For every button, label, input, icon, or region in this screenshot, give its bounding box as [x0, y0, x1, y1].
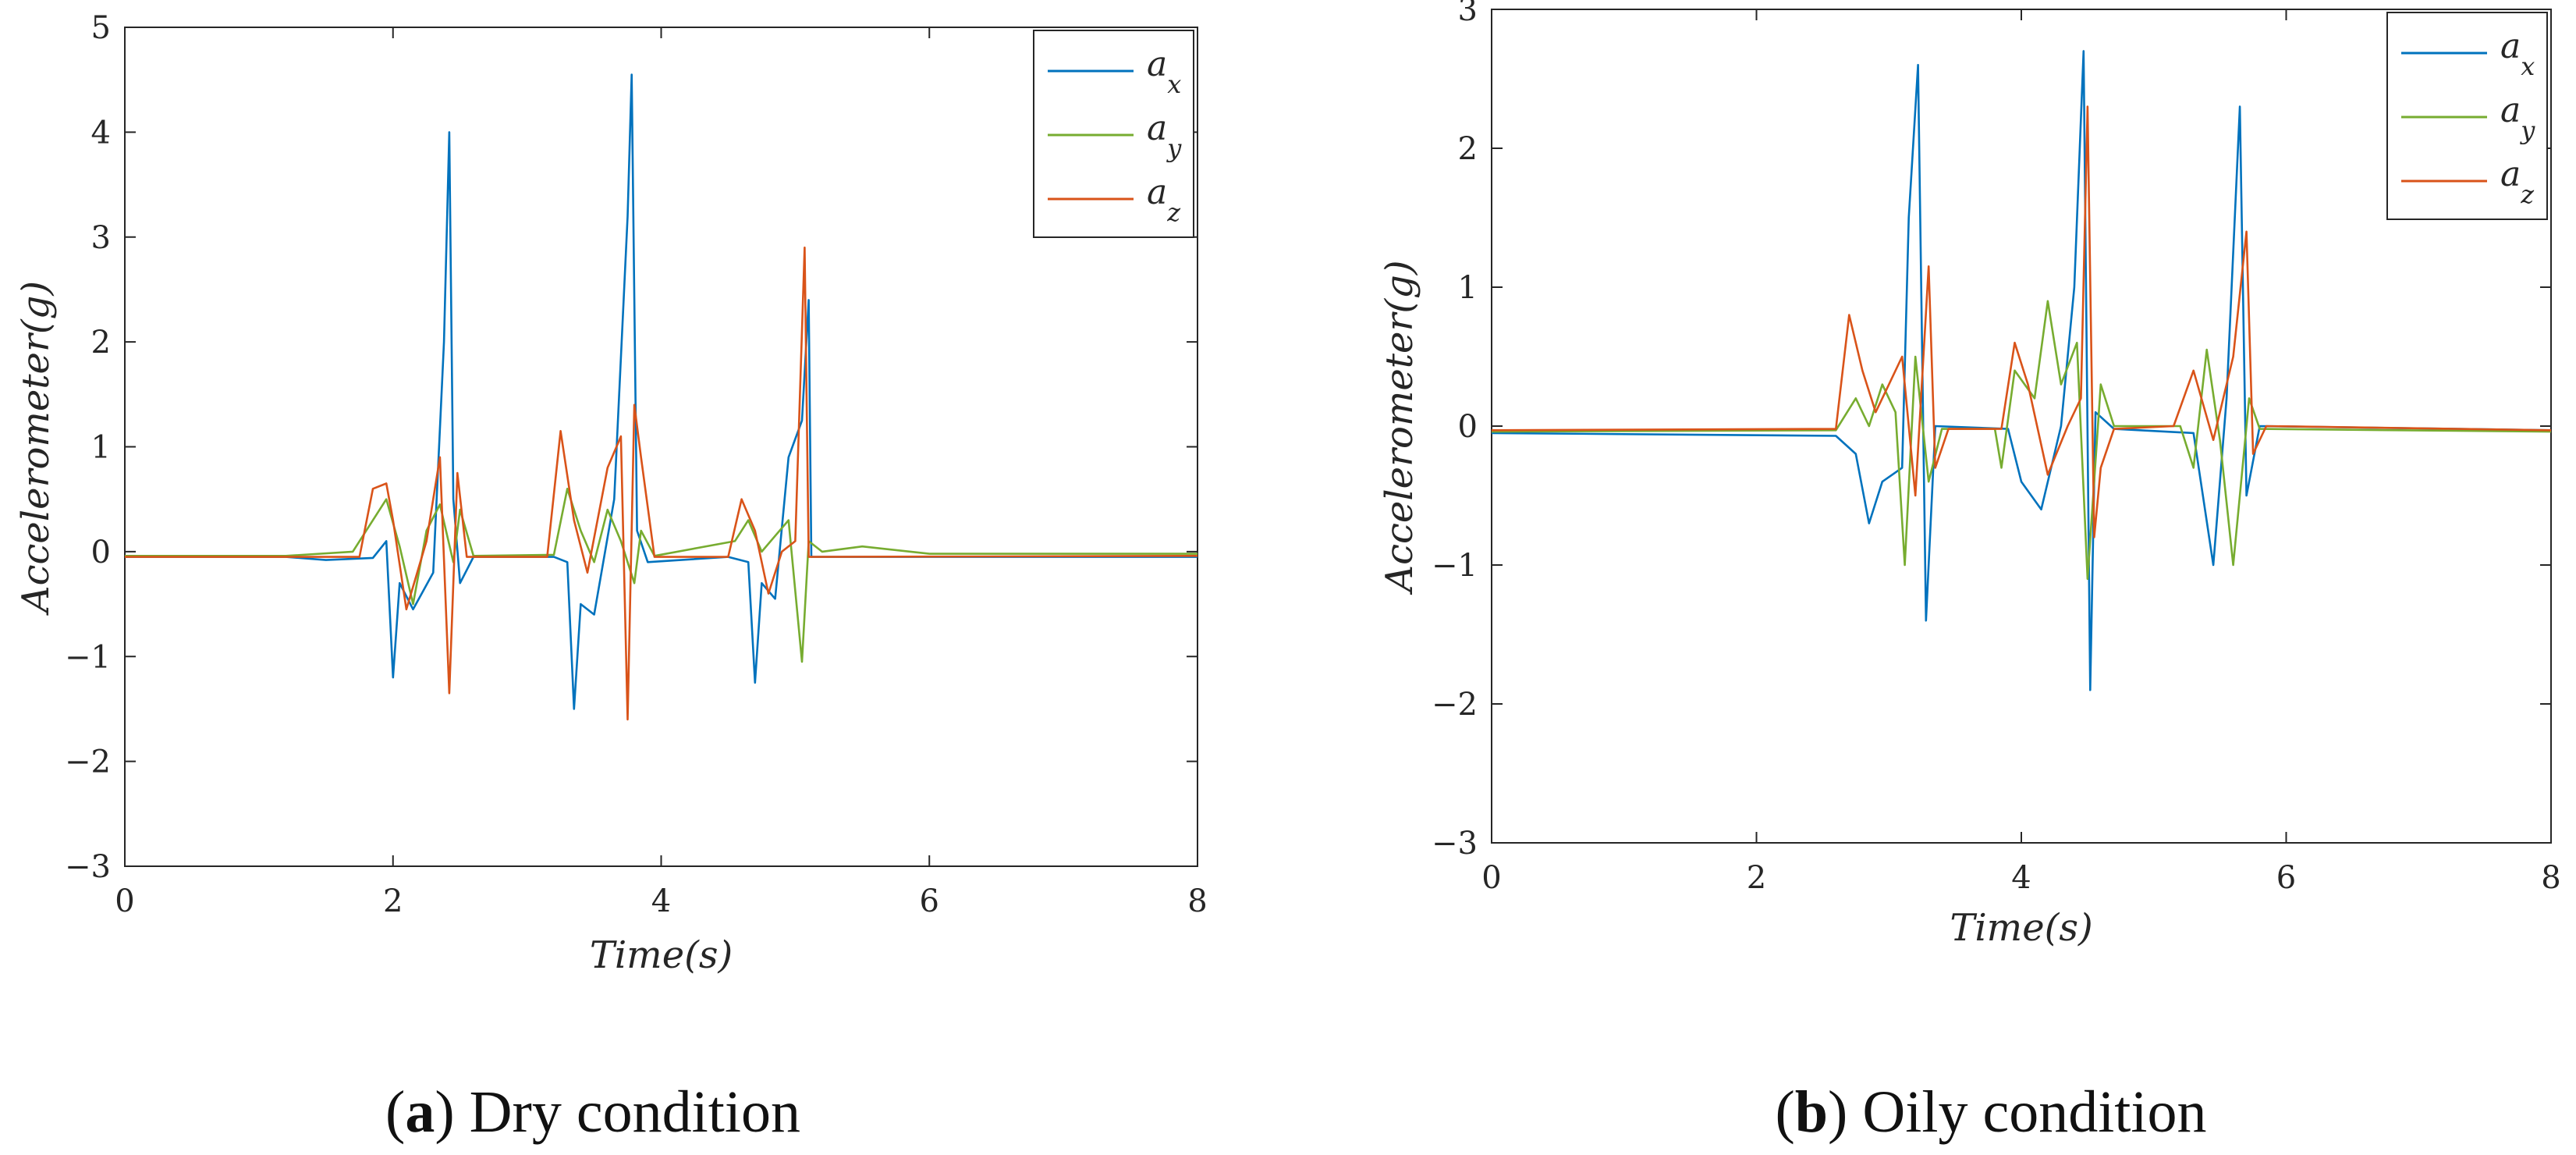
series-line-az [125, 246, 1198, 721]
y-axis-label: Accelerometer(g) [14, 281, 58, 616]
series-line-ay [1492, 300, 2551, 581]
y-tick-label: −3 [1432, 826, 1478, 862]
y-tick-label: 0 [1458, 409, 1478, 445]
y-tick-label: −1 [1432, 548, 1478, 584]
x-tick-label: 8 [2541, 860, 2560, 896]
y-tick-label: −1 [65, 639, 111, 675]
figure-caption: (a) Dry condition [385, 1079, 800, 1145]
y-tick-label: 3 [1458, 0, 1478, 28]
y-tick-label: −2 [1432, 687, 1478, 723]
chart-oily-condition: 0 2 4 6 8 −3 −2 −1 0 1 2 3 Time(s) Accelerometer(g) ax… [1378, 0, 2561, 1145]
y-tick-label: 3 [91, 220, 111, 256]
series-line-az [1492, 105, 2551, 538]
x-tick-label: 2 [383, 883, 403, 919]
y-tick-label: 2 [91, 325, 111, 361]
x-tick-label: 8 [1187, 883, 1207, 919]
x-axis-label: Time(s) [1950, 906, 2092, 950]
chart-dry-condition: 0 2 4 6 8 −3 −2 −1 0 1 2 3 4 5 Time(s) Accelerometer(g)… [14, 10, 1208, 1145]
y-tick-label: 1 [91, 430, 111, 466]
x-tick-label: 4 [651, 883, 671, 919]
x-tick-label: 4 [2011, 860, 2031, 896]
y-tick-label: 5 [91, 10, 111, 46]
x-tick-label: 6 [920, 883, 939, 919]
figure-caption: (b) Oily condition [1775, 1079, 2206, 1145]
y-tick-label: −3 [65, 849, 111, 885]
y-tick-label: 2 [1458, 131, 1478, 167]
y-tick-label: 1 [1458, 270, 1478, 306]
x-tick-label: 0 [115, 883, 134, 919]
y-axis-label: Accelerometer(g) [1378, 260, 1421, 595]
x-tick-label: 2 [1747, 860, 1766, 896]
x-tick-label: 6 [2276, 860, 2296, 896]
y-tick-label: −2 [65, 745, 111, 780]
x-axis-label: Time(s) [590, 933, 733, 977]
x-tick-label: 0 [1481, 860, 1501, 896]
series-line-ay [125, 488, 1198, 663]
y-tick-label: 4 [91, 115, 111, 151]
y-tick-label: 0 [91, 535, 111, 570]
